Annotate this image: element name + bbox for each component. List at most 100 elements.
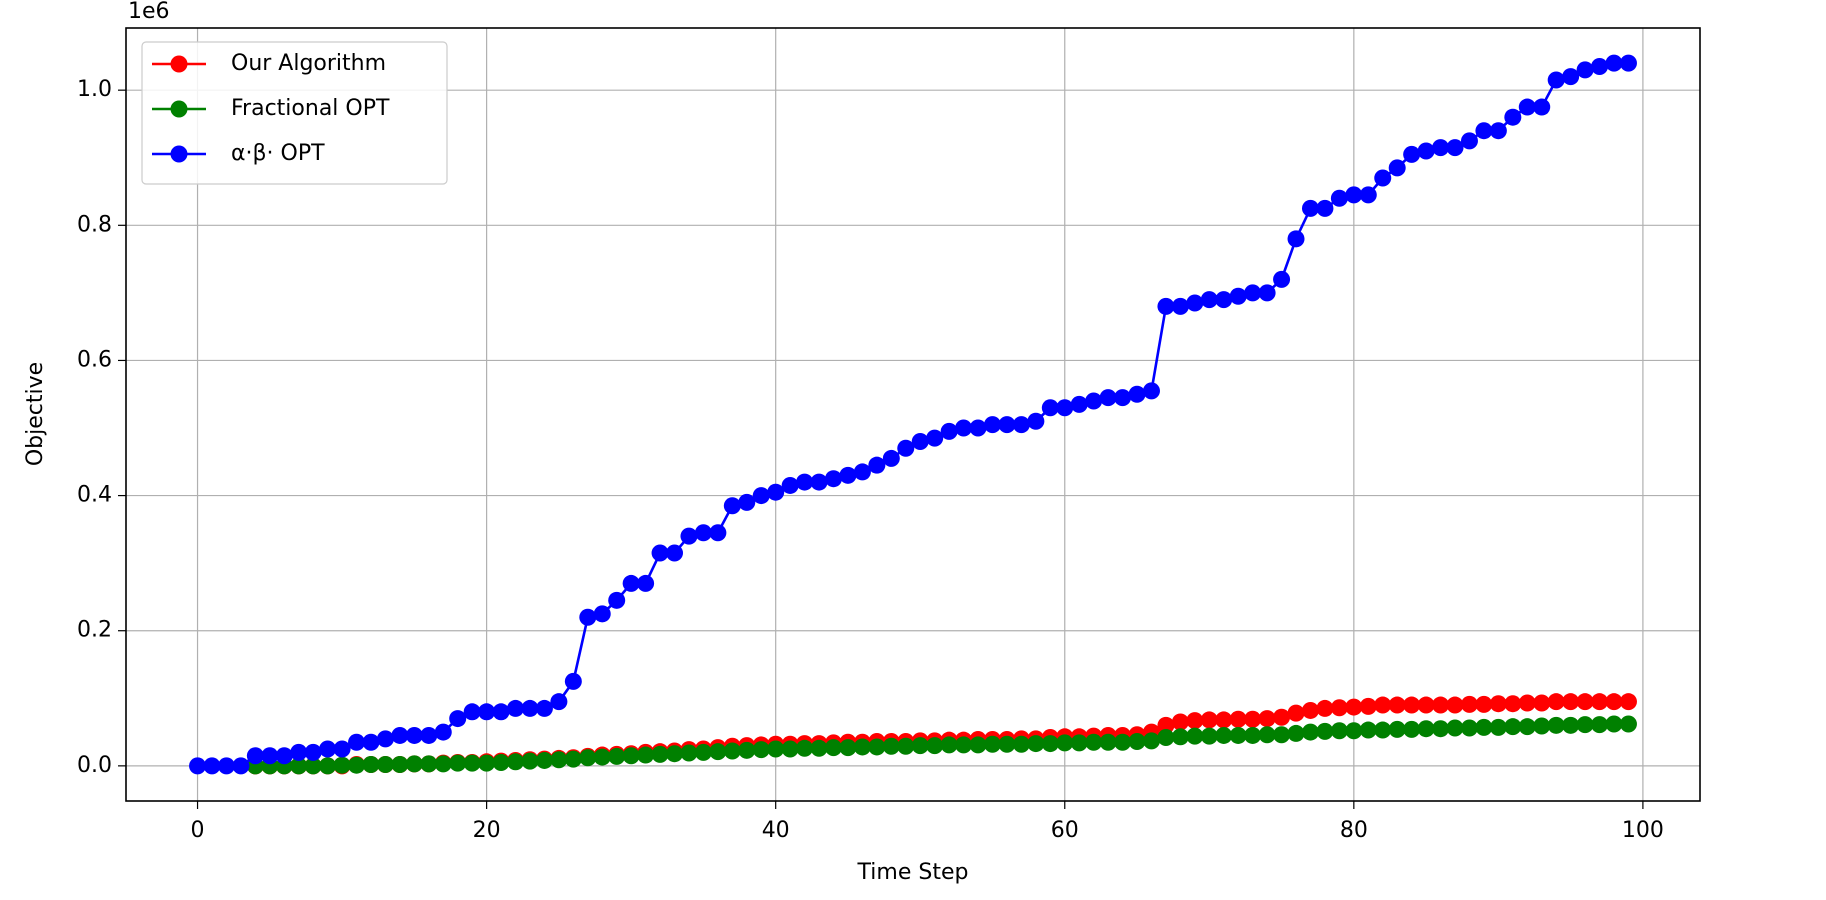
data-point [550,693,568,711]
data-point [1619,54,1637,72]
data-point [550,751,568,769]
data-point [1200,291,1218,309]
data-point [1562,716,1580,734]
data-point [507,699,525,717]
data-point [434,755,452,773]
data-point [940,422,958,440]
data-point [1518,694,1536,712]
data-point [348,733,366,751]
data-point [1605,54,1623,72]
data-point [1215,726,1233,744]
data-point [767,740,785,758]
data-point [622,747,640,765]
data-point [362,733,380,751]
data-point [1330,722,1348,740]
legend-marker [170,100,188,118]
data-point [1591,693,1609,711]
data-point [1244,710,1262,728]
legend: Our Algorithm Fractional OPT α·β· OPT [141,41,448,185]
data-point [1619,715,1637,733]
data-point [1576,693,1594,711]
data-point [1200,711,1218,729]
data-point [723,497,741,515]
y-offset-label: 1e6 [128,0,170,24]
data-point [1215,711,1233,729]
x-tick-label: 60 [1051,818,1079,843]
data-point [1142,732,1160,750]
data-point [810,739,828,757]
data-point [897,737,915,755]
data-point [1504,718,1522,736]
data-point [868,456,886,474]
y-tick-label: 1.0 [77,77,112,102]
axes-frame [125,27,1701,802]
data-point [738,493,756,511]
data-point [998,416,1016,434]
series [189,54,1637,775]
data-point [405,726,423,744]
data-point [1562,693,1580,711]
data-point [217,757,235,775]
data-point [1547,716,1565,734]
data-point [1460,695,1478,713]
data-point [1417,720,1435,738]
data-point [1186,712,1204,730]
data-point [376,730,394,748]
data-point [1475,122,1493,140]
data-point [666,544,684,562]
data-point [1446,719,1464,737]
data-point [1142,382,1160,400]
data-point [1258,726,1276,744]
data-point [781,740,799,758]
data-point [1374,169,1392,187]
data-point [810,473,828,491]
data-point [738,741,756,759]
data-point [1591,58,1609,76]
data-point [1128,733,1146,751]
data-point [463,703,481,721]
data-point [492,753,510,771]
data-point [1229,710,1247,728]
x-tick-label: 80 [1340,818,1368,843]
data-point [1316,199,1334,217]
data-point [1533,694,1551,712]
data-point [1085,733,1103,751]
data-point [1359,697,1377,715]
data-point [564,750,582,768]
data-point [1273,270,1291,288]
legend-box [141,41,448,185]
data-point [1244,284,1262,302]
data-point [319,740,337,758]
data-point [1041,399,1059,417]
data-point [1027,735,1045,753]
data-point [1301,199,1319,217]
data-point [1157,716,1175,734]
data-point [637,746,655,764]
data-point [796,739,814,757]
data-point [1345,722,1363,740]
data-point [839,739,857,757]
data-point [825,739,843,757]
data-point [1417,142,1435,160]
data-point [1518,718,1536,736]
data-point [1229,287,1247,305]
data-point [1489,122,1507,140]
data-point [1056,399,1074,417]
data-point [1504,108,1522,126]
data-point [1605,693,1623,711]
data-point [535,751,553,769]
data-point [1489,718,1507,736]
data-point [1171,297,1189,315]
data-point [1345,698,1363,716]
y-tick-label: 0.0 [77,753,112,778]
data-point [897,439,915,457]
data-point [376,756,394,774]
data-point [492,703,510,721]
legend-label: Our Algorithm [231,51,386,76]
data-point [348,756,366,774]
data-point [1099,389,1117,407]
x-tick-label: 0 [191,818,205,843]
legend-label: α·β· OPT [231,141,325,166]
data-point [304,743,322,761]
